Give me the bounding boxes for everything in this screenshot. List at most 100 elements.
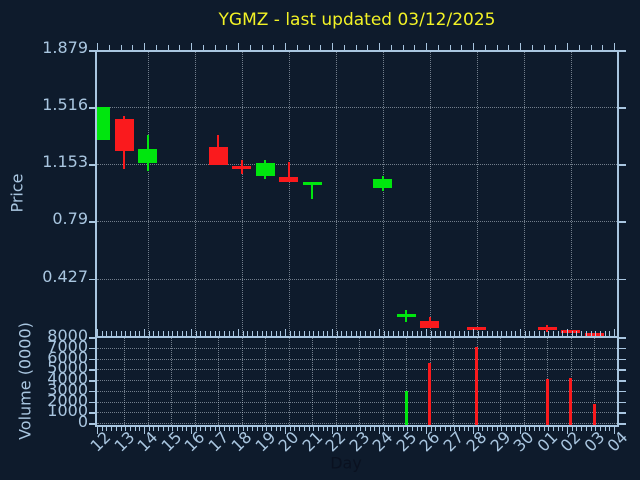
x-tick-mid	[191, 329, 192, 336]
x-tick-bottom	[332, 426, 333, 434]
volume-tick-right	[618, 347, 626, 350]
x-tick-mid	[520, 329, 521, 336]
x-tick-mid	[402, 331, 404, 336]
x-tick-mid	[524, 331, 526, 336]
x-tick-bottom	[374, 426, 376, 431]
volume-bar	[404, 390, 408, 425]
x-tick-top	[578, 45, 580, 50]
x-tick-bottom	[421, 426, 423, 431]
x-tick-mid	[440, 331, 442, 336]
price-tick-left	[89, 107, 96, 109]
x-tick-mid	[411, 331, 413, 336]
volume-tick-label: 6000	[47, 347, 88, 367]
x-tick-bottom	[501, 426, 503, 431]
x-tick-bottom	[167, 426, 169, 431]
x-tick-mid	[407, 331, 409, 336]
x-tick-bottom	[205, 426, 207, 431]
x-tick-mid	[162, 331, 164, 336]
volume-gridline-h	[97, 412, 617, 414]
x-tick-bottom	[252, 426, 254, 431]
x-tick-mid	[383, 331, 385, 336]
x-tick-mid	[548, 331, 550, 336]
price-gridline-v	[570, 50, 572, 337]
x-tick-top	[285, 43, 286, 50]
x-tick-bottom	[346, 426, 348, 431]
price-tick-right	[618, 221, 626, 223]
x-tick-top	[202, 45, 204, 50]
x-tick-mid	[595, 331, 597, 336]
x-tick-mid	[557, 331, 559, 336]
x-tick-bottom	[599, 426, 601, 431]
x-tick-bottom	[491, 426, 493, 431]
right-spine	[617, 50, 619, 427]
x-tick-mid	[303, 331, 305, 336]
price-tick-left	[89, 164, 96, 166]
price-tick-right	[618, 50, 626, 52]
volume-plot-area	[97, 337, 617, 425]
x-tick-mid	[308, 331, 310, 336]
x-tick-mid	[576, 331, 578, 336]
candle-body	[373, 178, 393, 189]
volume-tick-left	[89, 369, 96, 371]
x-tick-top	[120, 45, 122, 50]
x-tick-top	[97, 43, 98, 50]
x-tick-bottom	[162, 426, 164, 431]
x-tick-mid	[223, 331, 225, 336]
x-tick-bottom	[557, 426, 559, 431]
volume-gridline-h	[97, 347, 617, 349]
x-tick-bottom	[275, 426, 277, 431]
x-tick-mid	[397, 331, 399, 336]
volume-tick-right	[618, 369, 626, 371]
price-gridline-v	[335, 50, 337, 337]
x-tick-top	[167, 45, 169, 50]
x-tick-mid	[515, 331, 517, 336]
x-tick-bottom	[322, 426, 324, 431]
volume-gridline-v	[147, 337, 149, 425]
x-tick-mid	[299, 331, 301, 336]
x-tick-mid	[120, 331, 122, 336]
x-tick-top	[273, 45, 275, 50]
price-tick-label: 1.879	[42, 38, 88, 57]
price-tick-right	[618, 107, 626, 109]
x-tick-mid	[468, 331, 470, 336]
x-tick-bottom	[496, 426, 498, 431]
x-tick-mid	[463, 331, 465, 336]
price-tick-right	[618, 164, 626, 166]
price-tick-right	[618, 278, 626, 281]
price-plot-area	[97, 50, 617, 337]
x-tick-bottom	[360, 426, 362, 431]
x-tick-mid	[426, 329, 427, 336]
x-tick-mid	[350, 331, 352, 336]
x-tick-mid	[571, 331, 573, 336]
x-tick-bottom	[134, 426, 136, 431]
x-tick-mid	[195, 331, 197, 336]
volume-gridline-h	[97, 369, 617, 371]
x-tick-bottom	[129, 426, 131, 431]
volume-gridline-v	[594, 337, 596, 425]
volume-tick-label: 8000	[47, 326, 88, 345]
volume-tick-right	[618, 423, 626, 425]
x-tick-bottom	[214, 426, 216, 431]
x-tick-bottom	[341, 426, 343, 431]
volume-gridline-v	[406, 337, 408, 425]
volume-tick-right	[618, 412, 626, 414]
x-tick-bottom	[97, 426, 98, 434]
x-tick-bottom	[266, 426, 268, 431]
x-tick-mid	[590, 331, 592, 336]
candle-body	[584, 333, 604, 336]
x-tick-bottom	[552, 426, 554, 431]
x-tick-mid	[176, 331, 178, 336]
x-tick-mid	[369, 331, 371, 336]
x-tick-mid	[562, 331, 564, 336]
price-gridline-h	[97, 278, 617, 280]
x-tick-bottom	[440, 426, 442, 431]
x-tick-mid	[186, 331, 188, 336]
x-tick-bottom	[520, 426, 521, 434]
x-tick-bottom	[115, 426, 117, 431]
x-tick-bottom	[426, 426, 427, 434]
volume-gridline-v	[523, 337, 525, 425]
candle-body	[255, 163, 275, 176]
x-tick-mid	[364, 331, 366, 336]
candle-wick	[311, 182, 314, 200]
x-tick-mid	[360, 331, 362, 336]
